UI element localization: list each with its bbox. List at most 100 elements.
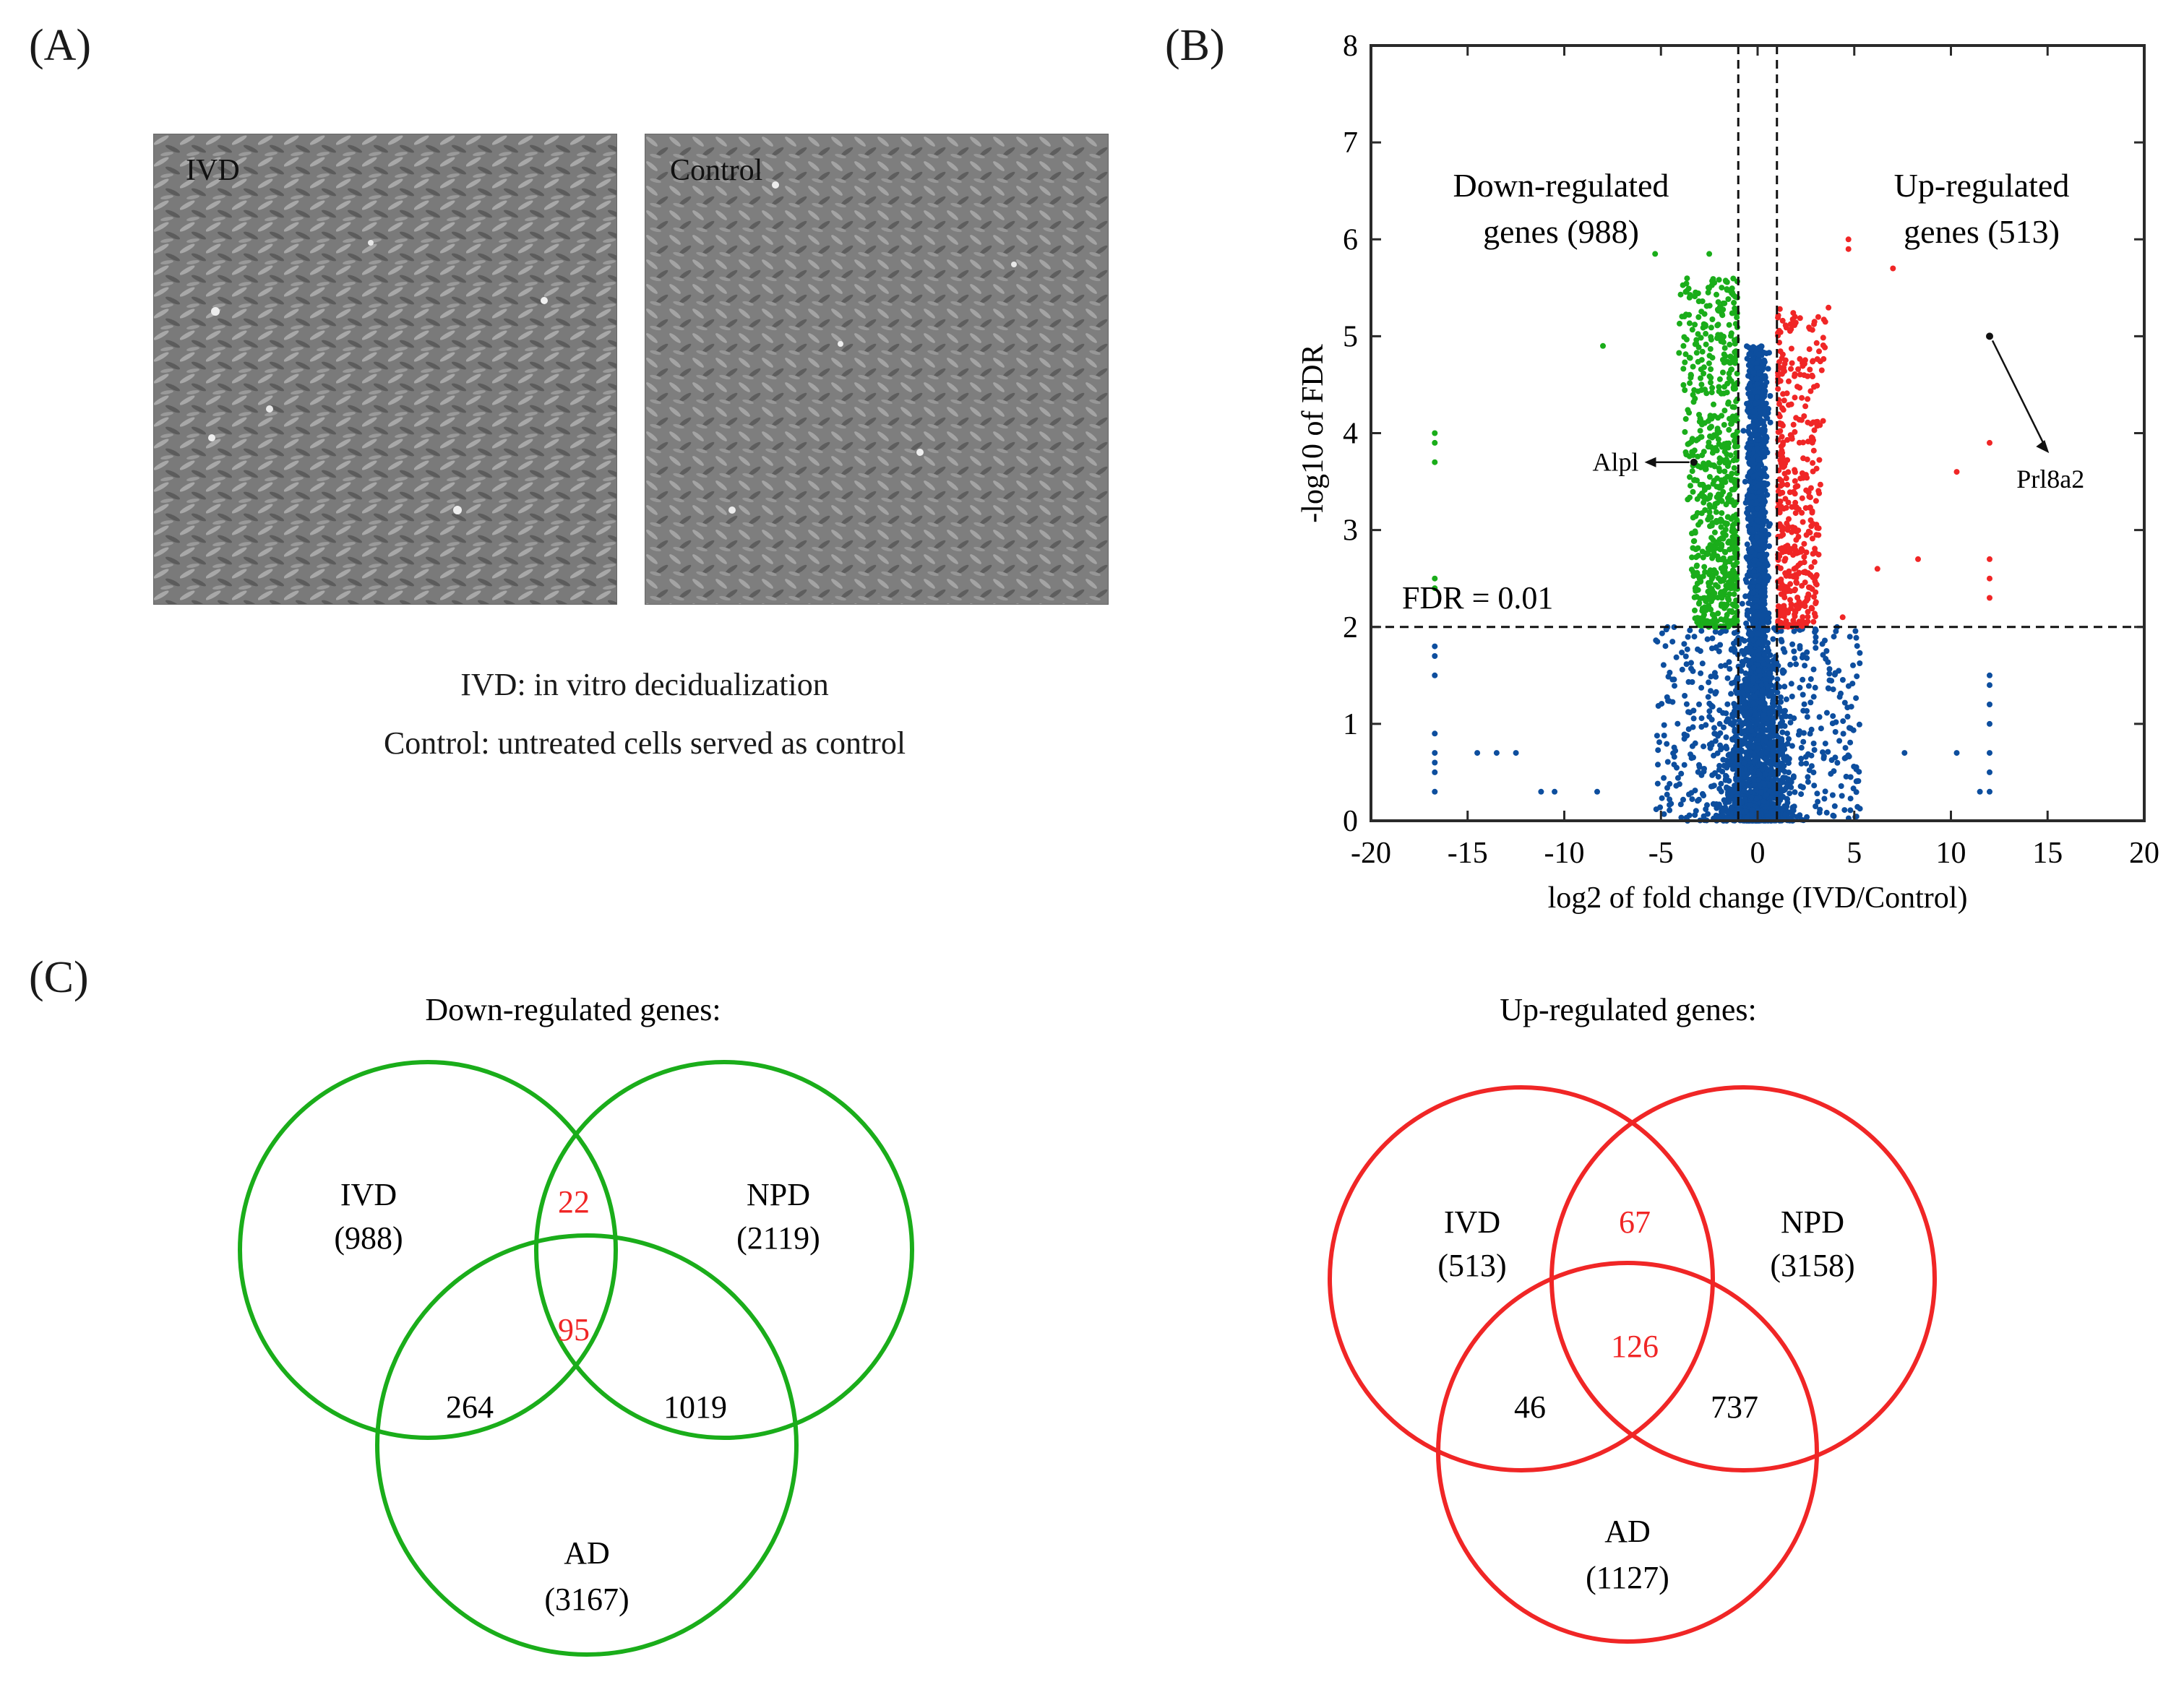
ns-point — [1753, 726, 1760, 733]
venn-up-set-npd-name: NPD — [1781, 1204, 1844, 1240]
ns-point — [1745, 473, 1751, 480]
ns-point — [1742, 734, 1749, 741]
micrograph-ivd-label: IVD — [186, 154, 240, 187]
ns-point — [1753, 432, 1760, 439]
venn-down-set-npd-total: (2119) — [736, 1220, 820, 1256]
ns-point — [1755, 505, 1761, 512]
venn-down-title: Down-regulated genes: — [425, 992, 721, 1027]
ns-point — [1760, 418, 1766, 425]
venn-up-ivd-ad: 46 — [1514, 1389, 1546, 1425]
ns-point — [1764, 616, 1771, 623]
panel-b-label: (B) — [1165, 21, 1225, 70]
venn-up-title: Up-regulated genes: — [1500, 992, 1757, 1027]
ns-point — [1766, 733, 1772, 739]
ns-point — [1725, 752, 1732, 759]
ns-point — [1739, 600, 1745, 607]
ns-point — [1742, 670, 1749, 676]
ns-point — [1767, 419, 1774, 426]
venn-up-set-ivd-total: (513) — [1437, 1248, 1506, 1283]
ns-point — [1763, 532, 1769, 538]
ns-point — [1744, 493, 1750, 499]
micrograph-control-label: Control — [670, 154, 763, 187]
micrograph-ivd: IVD — [153, 134, 617, 605]
ns-point — [1763, 400, 1769, 407]
ns-point — [1761, 439, 1768, 446]
venn-down: IVD (988) NPD (2119) AD (3167) 22 95 264… — [238, 1060, 914, 1657]
ns-point — [1767, 521, 1773, 527]
ns-point — [1755, 661, 1761, 668]
ns-point — [1761, 423, 1768, 429]
ns-point — [1745, 506, 1751, 512]
ns-point — [1788, 784, 1794, 790]
ns-point — [1747, 469, 1753, 475]
ns-point — [1744, 541, 1750, 548]
venn-up: IVD (513) NPD (3158) AD (1127) 67 126 46… — [1328, 1085, 1937, 1644]
venn-down-set-ad-total: (3167) — [544, 1582, 629, 1617]
cell-texture-control — [645, 134, 1108, 604]
ns-point — [1762, 405, 1768, 412]
ns-point — [1790, 775, 1797, 781]
venn-up-all-three: 126 — [1611, 1329, 1659, 1364]
ns-point — [1745, 600, 1752, 606]
ns-point — [1759, 765, 1766, 772]
ns-point — [1745, 373, 1751, 379]
venn-up-npd-ad: 737 — [1711, 1389, 1758, 1425]
panel-a-label: (A) — [29, 21, 92, 70]
ns-point — [1744, 343, 1750, 350]
ns-point — [1750, 370, 1757, 376]
ns-point — [1762, 488, 1768, 493]
venn-down-set-ivd-total: (988) — [334, 1220, 403, 1256]
ns-point — [1745, 402, 1752, 409]
venn-down-set-ivd-name: IVD — [340, 1177, 397, 1212]
panel-c-label: (C) — [29, 953, 89, 1002]
venn-down-ivd-npd: 22 — [558, 1184, 590, 1220]
ns-point — [1716, 785, 1723, 792]
ns-point — [1762, 560, 1768, 566]
venn-down-circle-npd — [534, 1060, 914, 1440]
ns-point — [1798, 760, 1805, 767]
venn-up-set-ad-name: AD — [1604, 1514, 1651, 1549]
ns-point — [1765, 366, 1771, 372]
venn-down-npd-ad: 1019 — [663, 1389, 727, 1425]
ns-point — [1766, 647, 1772, 654]
ns-point — [1767, 393, 1774, 399]
ns-point — [1745, 657, 1751, 664]
caption-control: Control: untreated cells served as contr… — [383, 725, 906, 761]
ns-point — [1715, 774, 1721, 780]
ns-point — [1766, 350, 1772, 356]
ns-point — [1750, 473, 1757, 480]
ns-point — [1758, 427, 1764, 433]
ns-point — [1718, 780, 1724, 787]
ns-point — [1762, 465, 1768, 472]
venn-down-set-ad-name: AD — [564, 1535, 610, 1571]
venn-up-set-ad-total: (1127) — [1586, 1560, 1669, 1595]
venn-up-set-ivd-name: IVD — [1444, 1204, 1500, 1240]
ns-point — [1745, 451, 1752, 457]
venn-down-all-three: 95 — [558, 1312, 590, 1347]
venn-down-ivd-ad: 264 — [446, 1389, 494, 1425]
ns-point — [1792, 789, 1798, 795]
ns-point — [1738, 683, 1745, 689]
ns-point — [1765, 640, 1771, 646]
ns-point — [1742, 478, 1748, 485]
ns-point — [1723, 734, 1729, 741]
volcano-points — [1432, 236, 1992, 824]
venn-down-circle-ivd — [238, 1060, 618, 1440]
ns-point — [1746, 478, 1753, 485]
ns-point — [1747, 564, 1753, 570]
cell-texture-ivd — [154, 134, 616, 604]
ns-point — [1750, 770, 1756, 777]
caption-ivd: IVD: in vitro decidualization — [460, 667, 829, 702]
ns-point — [1747, 788, 1753, 795]
ns-point — [1763, 720, 1770, 727]
ns-point — [1766, 543, 1772, 549]
ns-point — [1746, 608, 1753, 615]
venn-down-set-npd-name: NPD — [747, 1177, 810, 1212]
ns-point — [1762, 756, 1768, 762]
ns-point — [1766, 670, 1773, 677]
micrograph-control: Control — [645, 134, 1109, 605]
venn-up-set-npd-total: (3158) — [1770, 1248, 1854, 1283]
venn-up-ivd-npd: 67 — [1619, 1204, 1651, 1240]
